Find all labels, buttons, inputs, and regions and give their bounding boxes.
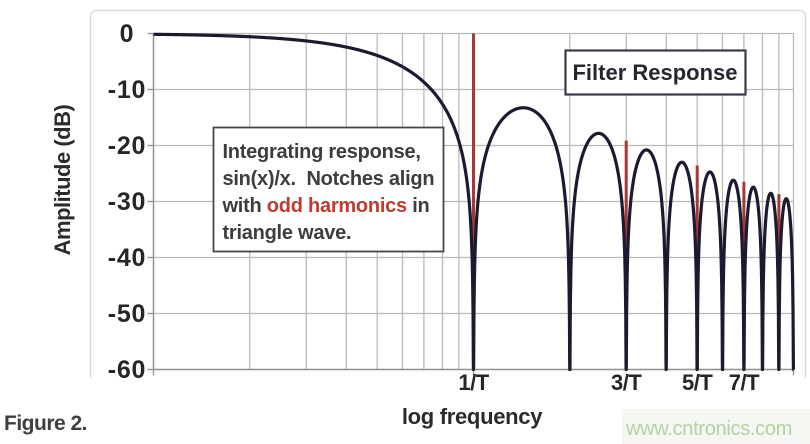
svg-text:-20: -20	[108, 132, 147, 160]
svg-text:with odd harmonics in: with odd harmonics in	[222, 195, 430, 217]
svg-text:3/T: 3/T	[611, 370, 642, 395]
svg-text:www.cntronics.com: www.cntronics.com	[625, 418, 792, 440]
svg-text:5/T: 5/T	[682, 370, 713, 395]
svg-text:1/T: 1/T	[458, 370, 489, 395]
svg-text:-50: -50	[108, 300, 147, 328]
svg-text:Filter Response: Filter Response	[572, 60, 737, 85]
svg-text:0: 0	[120, 20, 135, 48]
svg-text:log frequency: log frequency	[402, 404, 543, 429]
svg-text:Integrating response,: Integrating response,	[223, 141, 421, 163]
svg-text:-30: -30	[108, 188, 147, 216]
svg-text:Figure 2.: Figure 2.	[4, 412, 87, 435]
svg-text:triangle wave.: triangle wave.	[223, 222, 352, 244]
svg-text:-10: -10	[108, 76, 147, 104]
svg-text:sin(x)/x. Notches align: sin(x)/x. Notches align	[223, 168, 435, 190]
svg-text:7/T: 7/T	[729, 370, 760, 395]
svg-text:-40: -40	[108, 244, 147, 272]
svg-text:-60: -60	[108, 356, 147, 384]
svg-text:Amplitude (dB): Amplitude (dB)	[50, 105, 75, 256]
